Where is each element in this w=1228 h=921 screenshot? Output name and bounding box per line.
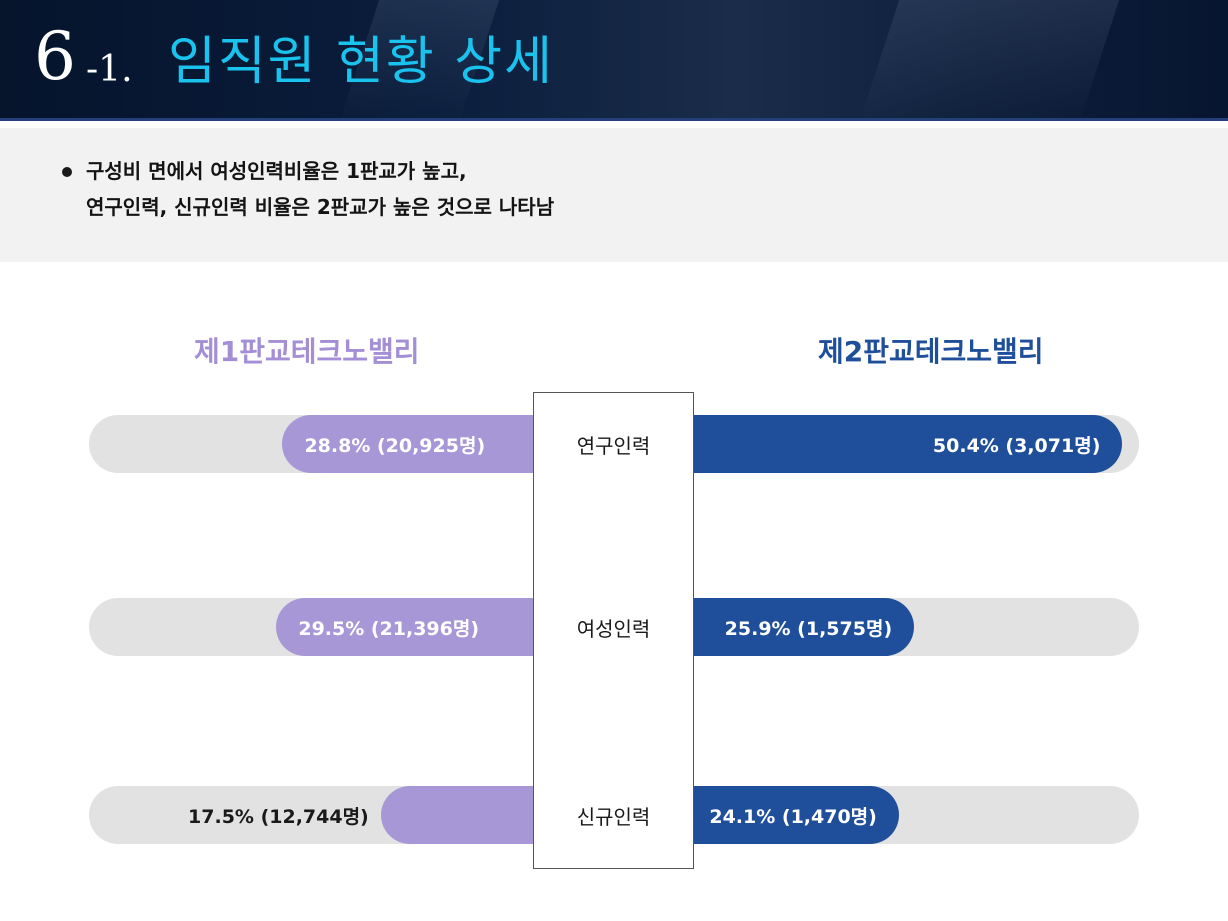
section-number: 6 [34,18,76,95]
bar-right: 25.9% (1,575명) [694,598,915,656]
category-column [533,392,694,869]
section-sub-number: -1. [86,49,133,90]
bar-right: 50.4% (3,071명) [694,415,1123,473]
summary-line-1: 구성비 면에서 여성인력비율은 1판교가 높고, [86,159,467,183]
bar-left [380,786,533,844]
summary-box [0,128,1228,262]
right-series-title: 제2판교테크노밸리 [818,335,1044,368]
header-banner: 6 -1. 임직원 현황 상세 [0,0,1228,118]
bar-left-label: 17.5% (12,744명) [188,805,369,828]
bar-right: 24.1% (1,470명) [694,786,899,844]
summary-line-2: 연구인력, 신규인력 비율은 2판교가 높은 것으로 나타남 [86,195,555,219]
left-series-title: 제1판교테크노밸리 [194,335,420,368]
header-divider [0,118,1228,121]
page-title: 임직원 현황 상세 [168,32,554,92]
header-decoration [860,0,1120,118]
bullet-icon [62,167,72,177]
category-label: 여성인력 [576,616,651,641]
bar-left-labeled: 28.8% (20,925명) [282,415,533,473]
bar-left-labeled: 29.5% (21,396명) [276,598,533,656]
category-label: 신규인력 [576,804,651,829]
category-label: 연구인력 [576,433,651,458]
